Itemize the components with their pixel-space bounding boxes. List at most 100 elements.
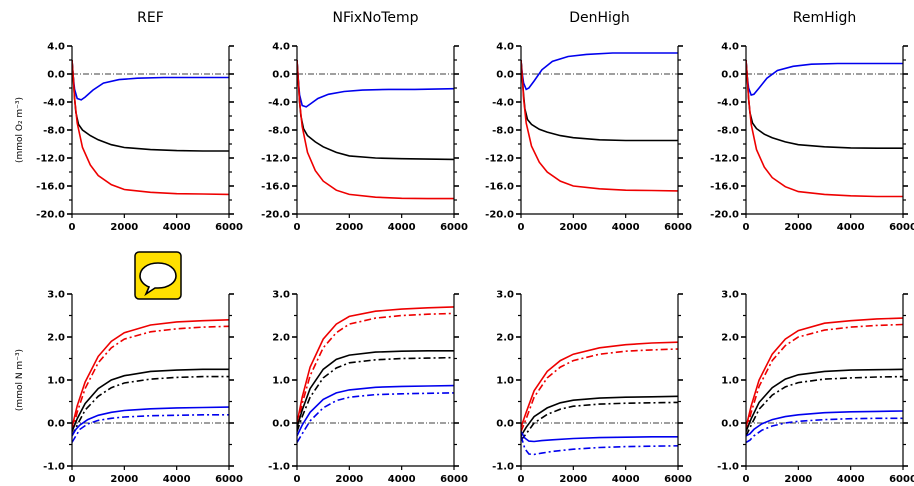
y-tick-label: -12.0	[710, 154, 739, 165]
series-line-1	[72, 59, 229, 101]
series-line-1	[746, 317, 903, 428]
x-tick-label: 6000	[440, 222, 468, 233]
series-line-1	[746, 59, 903, 96]
y-tick-label: 4.0	[496, 42, 514, 53]
series-line-3	[297, 349, 454, 428]
y-axis-label: (mmol N m⁻³)	[15, 349, 25, 411]
y-tick-label: 2.0	[721, 333, 739, 344]
y-tick-label: -16.0	[36, 182, 65, 193]
y-tick-label: 2.0	[272, 333, 290, 344]
y-tick-label: -8.0	[268, 126, 290, 137]
series-line-3	[521, 395, 678, 437]
series-line-3	[746, 368, 903, 432]
series-line-4	[521, 401, 678, 441]
series-line-3	[521, 59, 678, 192]
speech-bubble-shape	[139, 262, 177, 297]
series-line-5	[746, 410, 903, 437]
panel-7: 3.0 2.0 1.0 0.0 -1.0 0 2000 4000 6000	[492, 290, 692, 486]
y-tick-label: -16.0	[261, 182, 290, 193]
y-tick-label: -12.0	[261, 154, 290, 165]
panel-8: 3.0 2.0 1.0 0.0 -1.0 0 2000 4000 6000	[717, 290, 914, 486]
x-tick-label: 4000	[163, 474, 191, 485]
panel-5: (mmol N m⁻³) 3.0 2.0 1.0 0.0 -1.0 0 2000 4000 600…	[15, 290, 243, 486]
y-tick-label: 0.0	[47, 419, 65, 430]
panel-2: NFixNoTemp 4.0 0.0 -4.0 -8.0 -12.0 -16.0 -20.0 0…	[261, 10, 468, 233]
series-line-1	[297, 306, 454, 424]
y-tick-label: -20.0	[261, 210, 290, 221]
x-tick-label: 4000	[388, 474, 416, 485]
y-tick-label: -20.0	[710, 210, 739, 221]
y-tick-label: -16.0	[710, 182, 739, 193]
speech-bubble-icon	[134, 251, 182, 300]
x-tick-label: 4000	[837, 222, 865, 233]
series-line-4	[297, 356, 454, 432]
x-tick-label: 2000	[110, 474, 138, 485]
series-line-5	[72, 406, 229, 437]
x-tick-label: 6000	[889, 474, 914, 485]
series-line-3	[297, 59, 454, 200]
series-line-4	[746, 375, 903, 437]
series-line-4	[72, 375, 229, 437]
series-line-6	[521, 435, 678, 456]
y-tick-label: 3.0	[272, 290, 290, 301]
y-tick-label: -4.0	[268, 98, 290, 109]
series-line-5	[521, 431, 678, 443]
x-tick-label: 2000	[559, 222, 587, 233]
y-tick-label: 0.0	[272, 419, 290, 430]
x-tick-label: 2000	[335, 222, 363, 233]
panel-title: REF	[137, 10, 164, 26]
series-line-1	[521, 341, 678, 428]
x-tick-label: 2000	[784, 222, 812, 233]
panel-1: REF (mmol O₂ m⁻³) 4.0 0.0 -4.0 -8.0 -12.0 -16.0…	[15, 10, 243, 233]
y-tick-label: 0.0	[496, 70, 514, 81]
y-axis-label: (mmol O₂ m⁻³)	[15, 97, 25, 163]
x-tick-label: 6000	[440, 474, 468, 485]
x-tick-label: 4000	[837, 474, 865, 485]
x-tick-label: 6000	[215, 474, 243, 485]
y-tick-label: -1.0	[43, 462, 65, 473]
x-tick-label: 2000	[335, 474, 363, 485]
y-tick-label: -1.0	[268, 462, 290, 473]
x-tick-label: 0	[743, 222, 750, 233]
x-tick-label: 4000	[163, 222, 191, 233]
x-tick-label: 4000	[612, 474, 640, 485]
x-tick-label: 6000	[664, 222, 692, 233]
y-tick-label: -8.0	[492, 126, 514, 137]
x-tick-label: 0	[294, 222, 301, 233]
x-tick-label: 2000	[784, 474, 812, 485]
y-tick-label: 1.0	[47, 376, 65, 387]
panel-title: DenHigh	[569, 10, 629, 26]
y-tick-label: -4.0	[492, 98, 514, 109]
panel-3: DenHigh 4.0 0.0 -4.0 -8.0 -12.0 -16.0 -20.0 0 200…	[485, 10, 692, 233]
x-tick-label: 2000	[110, 222, 138, 233]
panel-title: NFixNoTemp	[332, 10, 418, 26]
y-tick-label: 0.0	[47, 70, 65, 81]
series-line-2	[746, 59, 903, 149]
x-tick-label: 6000	[215, 222, 243, 233]
y-tick-label: -8.0	[43, 126, 65, 137]
panel-title: RemHigh	[793, 10, 857, 26]
y-tick-label: -1.0	[492, 462, 514, 473]
y-tick-label: -1.0	[717, 462, 739, 473]
x-tick-label: 0	[518, 474, 525, 485]
series-line-3	[72, 368, 229, 432]
y-tick-label: 3.0	[721, 290, 739, 301]
y-tick-label: 1.0	[272, 376, 290, 387]
y-tick-label: 0.0	[721, 419, 739, 430]
y-tick-label: 3.0	[47, 290, 65, 301]
x-tick-label: 6000	[889, 222, 914, 233]
y-tick-label: 0.0	[721, 70, 739, 81]
y-tick-label: -12.0	[485, 154, 514, 165]
series-line-3	[72, 59, 229, 196]
y-tick-label: 0.0	[272, 70, 290, 81]
x-tick-label: 4000	[388, 222, 416, 233]
series-line-2	[297, 59, 454, 161]
series-line-2	[521, 348, 678, 432]
series-line-6	[746, 417, 903, 444]
series-line-3	[746, 59, 903, 198]
x-tick-label: 0	[69, 474, 76, 485]
series-line-6	[297, 392, 454, 443]
y-tick-label: -20.0	[485, 210, 514, 221]
y-tick-label: 4.0	[721, 42, 739, 53]
